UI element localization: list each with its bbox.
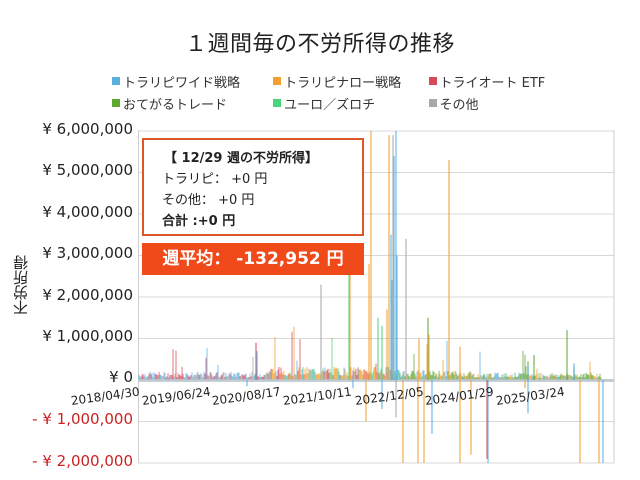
legend-label: ユーロ／ズロチ	[284, 97, 376, 113]
legend-item: トライオート ETF	[428, 72, 572, 91]
legend-swatch-icon	[112, 77, 120, 85]
legend-swatch-icon	[428, 99, 437, 107]
legend-swatch-icon	[112, 99, 120, 107]
chart-title: １週間毎の不労所得の推移	[184, 32, 455, 57]
x-tick-2018: 2018/04/30	[70, 384, 141, 408]
legend-swatch-icon	[273, 99, 282, 107]
legend-label: おてがるトレード	[123, 97, 228, 113]
legend-swatch-icon	[428, 77, 437, 85]
legend-item: ユーロ／ズロチ	[273, 94, 418, 113]
legend-item: その他	[428, 94, 572, 113]
y-tick-5m: ¥ 5,000,000	[42, 161, 133, 179]
y-tick-neg-2m: - ¥ 2,000,000	[32, 452, 133, 470]
legend-label: トラリピナロー戦略	[284, 75, 402, 91]
info-heading: 【 12/29 週の不労所得】	[164, 151, 318, 166]
weekly-income-info-box: 【 12/29 週の不労所得】 トラリピ： +0 円 その他： +0 円 合計 …	[142, 138, 364, 236]
y-tick-3m: ¥ 3,000,000	[42, 244, 133, 262]
weekly-average-badge: 週平均： -132,952 円	[142, 243, 364, 275]
y-axis-label: 不労所得	[12, 255, 30, 315]
legend-swatch-icon	[273, 77, 282, 85]
y-tick-2m: ¥ 2,000,000	[42, 286, 133, 304]
legend-row-2: おてがるトレード ユーロ／ズロチ その他	[112, 92, 582, 114]
info-total: 合計 :+0 円	[162, 214, 236, 229]
legend-label: その他	[439, 97, 479, 113]
y-tick-neg-1m: - ¥ 1,000,000	[32, 410, 133, 428]
y-tick-0: ¥ 0	[109, 368, 133, 386]
legend-item: おてがるトレード	[112, 94, 263, 113]
legend-item: トラリピナロー戦略	[273, 72, 418, 91]
legend-item: トラリピワイド戦略	[112, 72, 263, 91]
y-tick-1m: ¥ 1,000,000	[42, 327, 133, 345]
legend-row-1: トラリピワイド戦略 トラリピナロー戦略 トライオート ETF	[112, 70, 582, 92]
legend-label: トラリピワイド戦略	[123, 75, 241, 91]
y-tick-4m: ¥ 4,000,000	[42, 203, 133, 221]
y-tick-6m: ¥ 6,000,000	[42, 120, 133, 138]
info-other: その他： +0 円	[162, 193, 255, 208]
chart-legend: トラリピワイド戦略 トラリピナロー戦略 トライオート ETF おてがるトレード ユーロ…	[112, 70, 582, 114]
info-toraripi: トラリピ： +0 円	[162, 172, 268, 187]
legend-label: トライオート ETF	[439, 75, 546, 91]
